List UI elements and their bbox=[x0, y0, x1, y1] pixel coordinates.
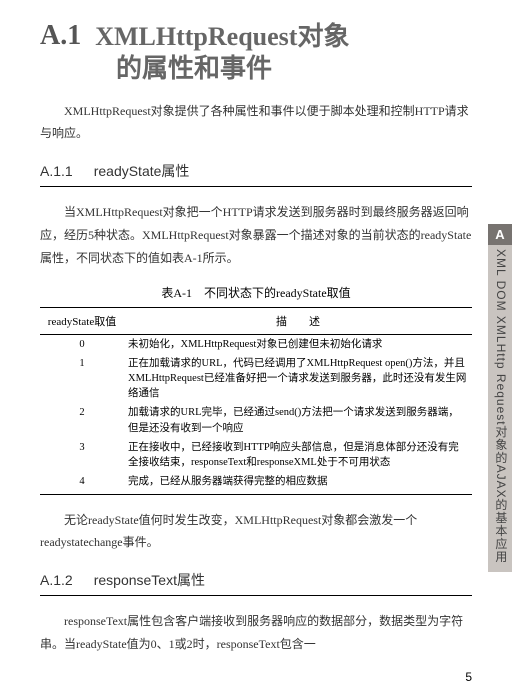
section-number: A.1 bbox=[40, 20, 81, 52]
table-cell-val: 3 bbox=[40, 438, 124, 472]
subsection-a11: A.1.1 readyState属性 bbox=[40, 161, 472, 187]
subsection-name: responseText属性 bbox=[94, 572, 205, 588]
table-cell-desc: 未初始化，XMLHttpRequest对象已创建但未初始化请求 bbox=[124, 334, 472, 354]
section-title-line2: 的属性和事件 bbox=[116, 52, 472, 86]
side-tab-label: A bbox=[488, 224, 512, 245]
intro-paragraph: XMLHttpRequest对象提供了各种属性和事件以便于脚本处理和控制HTTP… bbox=[40, 100, 472, 146]
table-caption: 表A-1 不同状态下的readyState取值 bbox=[40, 284, 472, 301]
subsection-num: A.1.2 bbox=[40, 572, 73, 588]
table-cell-desc: 加载请求的URL完毕，已经通过send()方法把一个请求发送到服务器端，但是还没… bbox=[124, 403, 472, 437]
page-number: 5 bbox=[465, 670, 472, 684]
subsection-name: readyState属性 bbox=[94, 163, 190, 179]
subsection-a12: A.1.2 responseText属性 bbox=[40, 570, 472, 596]
sub2-paragraph: responseText属性包含客户端接收到服务器响应的数据部分，数据类型为字符… bbox=[40, 610, 472, 656]
side-tab: A XML DOM XMLHttp Request对象的AJAX的基本应用 bbox=[488, 224, 512, 572]
table-row: 0 未初始化，XMLHttpRequest对象已创建但未初始化请求 bbox=[40, 334, 472, 354]
section-heading: A.1 XMLHttpRequest对象 的属性和事件 bbox=[40, 20, 472, 86]
table-cell-desc: 正在接收中，已经接收到HTTP响应头部信息，但是消息体部分还没有完全接收结束，r… bbox=[124, 438, 472, 472]
table-row: 1 正在加载请求的URL，代码已经调用了XMLHttpRequest open(… bbox=[40, 354, 472, 404]
table-header-col2: 描 述 bbox=[124, 307, 472, 334]
table-header-col1: readyState取值 bbox=[40, 307, 124, 334]
table-cell-val: 0 bbox=[40, 334, 124, 354]
table-row: 4 完成，已经从服务器端获得完整的相应数据 bbox=[40, 472, 472, 494]
table-row: 2 加载请求的URL完毕，已经通过send()方法把一个请求发送到服务器端，但是… bbox=[40, 403, 472, 437]
table-row: 3 正在接收中，已经接收到HTTP响应头部信息，但是消息体部分还没有完全接收结束… bbox=[40, 438, 472, 472]
sub1-paragraph: 当XMLHttpRequest对象把一个HTTP请求发送到服务器时到最终服务器返… bbox=[40, 201, 472, 269]
table-cell-desc: 完成，已经从服务器端获得完整的相应数据 bbox=[124, 472, 472, 494]
section-title-line1: XMLHttpRequest对象 bbox=[95, 20, 349, 54]
table-cell-desc: 正在加载请求的URL，代码已经调用了XMLHttpRequest open()方… bbox=[124, 354, 472, 404]
side-tab-text: XML DOM XMLHttp Request对象的AJAX的基本应用 bbox=[493, 245, 507, 564]
table-cell-val: 2 bbox=[40, 403, 124, 437]
table-cell-val: 1 bbox=[40, 354, 124, 404]
readystate-table: readyState取值 描 述 0 未初始化，XMLHttpRequest对象… bbox=[40, 307, 472, 495]
table-cell-val: 4 bbox=[40, 472, 124, 494]
subsection-num: A.1.1 bbox=[40, 163, 73, 179]
after-table-paragraph: 无论readyState值何时发生改变，XMLHttpRequest对象都会激发… bbox=[40, 509, 472, 555]
